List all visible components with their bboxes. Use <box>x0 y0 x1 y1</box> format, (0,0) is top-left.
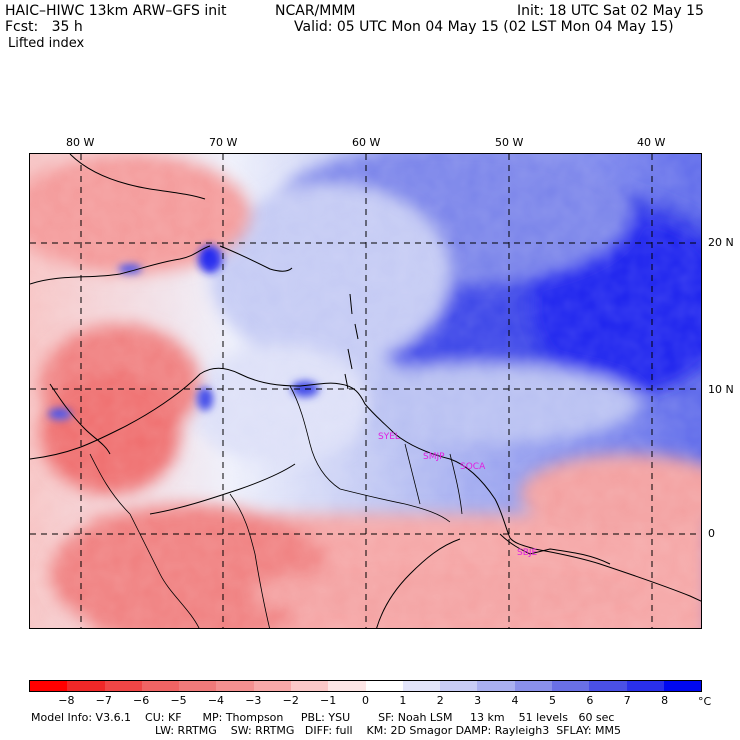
lat-label-0: 0 <box>708 527 715 540</box>
colorbar-tick-label: 8 <box>661 694 669 707</box>
colorbar-tick-label: −3 <box>245 694 262 707</box>
colorbar-swatch <box>663 681 702 691</box>
graticule <box>30 154 701 628</box>
lon-label-70w: 70 W <box>209 136 238 149</box>
colorbar-swatch <box>477 681 515 691</box>
colorbar-tick-label: −4 <box>207 694 225 707</box>
station-soca: SOCA <box>460 462 486 472</box>
colorbar-tick-label: 1 <box>399 694 407 707</box>
colorbar-swatch <box>328 681 366 691</box>
colorbar-swatch <box>551 681 590 691</box>
lat-label-20n: 20 N <box>708 236 734 249</box>
model-title: HAIC–HIWC 13km ARW–GFS init <box>5 3 227 19</box>
station-sbje: SBJE <box>517 548 538 558</box>
init-time: Init: 18 UTC Sat 02 May 15 <box>517 3 704 19</box>
map-canvas <box>30 154 701 628</box>
colorbar-swatch <box>514 681 552 691</box>
lon-label-60w: 60 W <box>352 136 381 149</box>
country-borders <box>89 385 463 628</box>
lat-label-10n: 10 N <box>708 383 734 396</box>
lon-label-50w: 50 W <box>495 136 524 149</box>
colorbar-tick-label: 0 <box>362 694 369 707</box>
forecast-hour: Fcst: 35 h <box>5 19 83 35</box>
colorbar-tick-label: −8 <box>58 694 75 707</box>
colorbar-swatch <box>141 681 180 691</box>
colorbar-tick-label: 6 <box>586 694 594 707</box>
colorbar-swatch <box>290 681 329 691</box>
colorbar-swatch <box>67 681 105 691</box>
colorbar-tick-label: −7 <box>95 694 112 707</box>
colorbar-swatch <box>440 681 478 691</box>
colorbar-swatch <box>216 681 254 691</box>
colorbar-swatch <box>30 681 68 691</box>
model-info-line-1: Model Info: V3.6.1 CU: KF MP: Thompson P… <box>31 711 615 724</box>
colorbar-unit: °C <box>698 695 712 708</box>
lon-label-40w: 40 W <box>637 136 666 149</box>
colorbar-swatch <box>626 681 664 691</box>
organization-label: NCAR/MMM <box>275 3 356 19</box>
colorbar-tick-label: 4 <box>511 694 519 707</box>
colorbar-swatch <box>253 681 291 691</box>
colorbar-swatch <box>179 681 217 691</box>
lifted-index-map: SYEL SMJP SOCA SBJE <box>29 153 702 629</box>
colorbar-swatch <box>365 681 403 691</box>
colorbar-tick-label: −5 <box>170 694 187 707</box>
model-info-line-2: LW: RRTMG SW: RRTMG DIFF: full KM: 2D Sm… <box>155 724 621 737</box>
station-syel: SYEL <box>378 432 400 442</box>
colorbar-tick-label: 2 <box>436 694 444 707</box>
field-name: Lifted index <box>8 36 85 51</box>
colorbar-tick-label: −2 <box>282 694 299 707</box>
colorbar-tick-label: 5 <box>548 694 556 707</box>
colorbar <box>29 680 702 692</box>
valid-time: Valid: 05 UTC Mon 04 May 15 (02 LST Mon … <box>294 19 674 35</box>
colorbar-swatch <box>104 681 142 691</box>
colorbar-tick-label: −6 <box>133 694 150 707</box>
colorbar-tick-label: −1 <box>320 694 337 707</box>
colorbar-tick-label: 3 <box>474 694 482 707</box>
colorbar-swatch <box>589 681 627 691</box>
station-smjp: SMJP <box>423 452 445 462</box>
colorbar-swatch <box>402 681 441 691</box>
colorbar-tick-label: 7 <box>623 694 631 707</box>
lon-label-80w: 80 W <box>66 136 95 149</box>
